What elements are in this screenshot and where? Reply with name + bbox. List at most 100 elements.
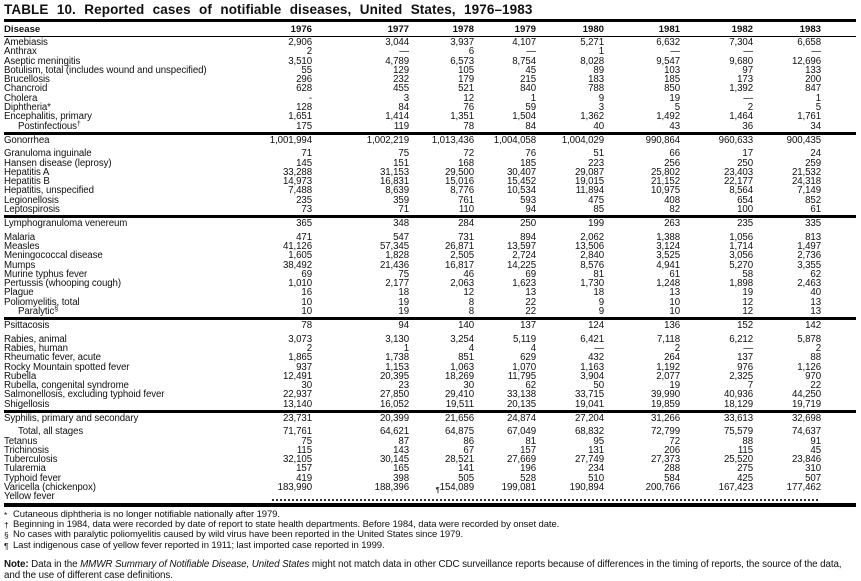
cell-value: 66 (669, 148, 680, 160)
cell-value: 654 (737, 194, 753, 206)
table-row: Meningococcal disease 1,605 1,828 2,505 2,72… (4, 250, 856, 262)
cell-value: 1,001,994 (269, 134, 312, 146)
cell-value: 455 (393, 83, 409, 95)
cell-value: 75,579 (723, 426, 753, 438)
cell-value: 18,129 (723, 398, 753, 410)
cell-value: 2 (306, 342, 312, 354)
cell-value: 5,271 (580, 37, 604, 48)
cell-value: 23 (398, 380, 409, 392)
cell-value: 14,225 (506, 259, 536, 271)
row-label: Psittacosis (4, 320, 50, 332)
cell-value: 250 (737, 157, 753, 169)
cell-value: 1 (403, 342, 409, 354)
table-row: Hepatitis B 14,973 16,831 15,016 15,452 19,01… (4, 176, 856, 188)
cell-value: 976 (737, 361, 753, 373)
cell-value: 39,990 (650, 389, 680, 401)
table-bottom-rule (4, 502, 856, 507)
cell-value: 1,651 (288, 111, 312, 123)
cell-value: 8 (468, 306, 474, 318)
row-label: Encephalitis, primary (4, 111, 92, 123)
cell-value: 177,462 (786, 482, 821, 494)
cell-value: 25,802 (650, 166, 680, 178)
table-row: Leptospirosis 73 71 110 94 85 82 100 61 (4, 204, 856, 216)
cell-value: 24,874 (506, 412, 536, 424)
cell-value: 110 (458, 204, 474, 216)
cell-value: 85 (593, 204, 604, 216)
cell-value: 124 (588, 320, 604, 332)
footnote-text: Cutaneous diphtheria is no longer notifi… (13, 508, 280, 520)
cell-value: 28,521 (444, 454, 474, 466)
cell-value: 505 (458, 472, 474, 484)
cell-value: 145 (296, 157, 312, 169)
cell-value: 12,696 (791, 55, 821, 67)
cell-value: 151 (393, 157, 409, 169)
cell-value: 2,062 (580, 231, 604, 243)
cell-value: 5 (815, 102, 821, 114)
row-label: Meningococcal disease (4, 250, 103, 262)
cell-value: 44,250 (791, 389, 821, 401)
column-header-year: 1976 (290, 23, 312, 35)
cell-value: 26,871 (444, 240, 474, 252)
table-row: Pertussis (whooping cough) 1,010 2,177 2,06… (4, 278, 856, 290)
cell-value: — (526, 46, 536, 58)
cell-value: 2,505 (450, 250, 474, 262)
table-row: Tuberculosis 32,105 30,145 28,521 27,669 27,7… (4, 454, 856, 466)
row-label: Rheumatic fever, acute (4, 352, 101, 364)
cell-value: 115 (296, 444, 312, 456)
cell-value: 2,724 (512, 250, 536, 262)
table-row: Brucellosis 296 232 179 215 183 185 173 200 (4, 75, 856, 85)
cell-value: 84 (525, 120, 536, 132)
cell-value: 57,345 (379, 240, 409, 252)
row-label: Tuberculosis (4, 454, 58, 466)
cell-value: 22 (525, 306, 536, 318)
row-label: Gonorrhea (4, 134, 50, 146)
cell-value: 175 (296, 120, 312, 132)
cell-value: 34 (810, 120, 821, 132)
section-divider (4, 317, 856, 321)
cell-value: 119 (393, 120, 409, 132)
cell-value: — (594, 342, 604, 354)
cell-value: 206 (664, 444, 680, 456)
cell-value: 19,015 (574, 176, 604, 188)
footnote: * Cutaneous diphtheria is no longer notif… (4, 508, 856, 520)
row-label: Rabies, animal (4, 333, 67, 345)
table-row: Rocky Mountain spotted fever 937 1,153 1,06… (4, 361, 856, 373)
cell-value: — (811, 46, 821, 58)
table-row: Rheumatic fever, acute 1,865 1,738 851 629 43… (4, 352, 856, 364)
cell-value: 937 (296, 361, 312, 373)
cell-value: 167,423 (718, 482, 753, 494)
cell-value: 200,766 (645, 482, 680, 494)
cell-value: 3 (598, 102, 604, 114)
cell-value: 3,124 (656, 240, 680, 252)
cell-value: 398 (393, 472, 409, 484)
cell-value: 850 (664, 83, 680, 95)
cell-value: 1 (530, 92, 536, 104)
table-row: Varicella (chickenpox) 183,990 188,396 154,… (4, 482, 856, 494)
cell-value: 234 (588, 463, 604, 475)
cell-value: 235 (296, 194, 312, 206)
cell-value: 1,002,219 (366, 134, 409, 146)
cell-value: 32,698 (791, 412, 821, 424)
table-row: Psittacosis 78 94 140 137 124 136 152 142 (4, 320, 856, 332)
cell-value: 8,576 (580, 259, 604, 271)
footnote-marker: † (4, 519, 9, 530)
row-label: Trichinosis (4, 444, 49, 456)
cell-value: 256 (664, 157, 680, 169)
cell-value: 86 (463, 435, 474, 447)
cell-value: 9 (598, 92, 604, 104)
cell-value: — (399, 46, 409, 58)
cell-value: 1,004,029 (561, 134, 604, 146)
table-row: Malaria 471 547 731 894 2,062 1,388 1,056 813 (4, 231, 856, 243)
cell-value: 1,414 (385, 111, 409, 123)
cell-value: 1,605 (288, 250, 312, 262)
cell-value: 425 (737, 472, 753, 484)
cell-value: 1,153 (385, 361, 409, 373)
cell-value: 89 (593, 64, 604, 76)
cell-value: 12,491 (282, 370, 312, 382)
cell-value: — (743, 46, 753, 58)
cell-value: 94 (525, 204, 536, 216)
row-label: Postinfectious† (18, 120, 81, 132)
cell-value: 2,177 (385, 278, 409, 290)
cell-value: 67 (463, 444, 474, 456)
cell-value: 3,073 (288, 333, 312, 345)
